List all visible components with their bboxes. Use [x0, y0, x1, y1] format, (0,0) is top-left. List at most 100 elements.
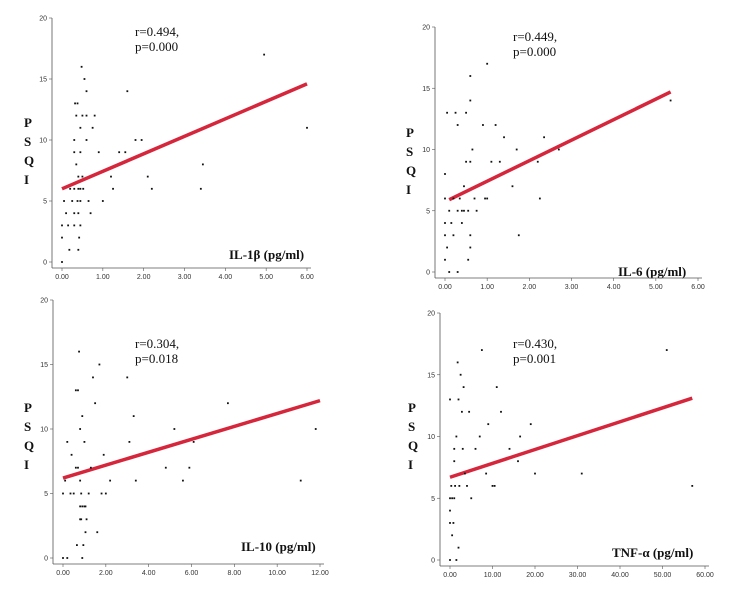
data-point — [66, 557, 69, 559]
x-tick-label: 0.00 — [443, 572, 457, 579]
data-point — [458, 197, 461, 200]
x-tick-label: 10.00 — [484, 572, 502, 579]
y-tick-label: 0 — [44, 556, 48, 563]
data-point — [448, 271, 451, 273]
data-point — [468, 410, 471, 413]
y-tick-label: 5 — [431, 496, 435, 503]
data-point — [81, 415, 84, 417]
data-point — [96, 531, 99, 534]
data-point — [475, 209, 478, 212]
x-tick-label: 2.00 — [137, 274, 151, 281]
data-point — [134, 479, 137, 482]
data-point — [64, 479, 67, 482]
data-point — [450, 485, 453, 487]
data-point — [80, 65, 83, 68]
data-point — [543, 136, 545, 139]
correlation-p: p=0.001 — [513, 351, 556, 366]
x-tick-label: 4.00 — [219, 274, 233, 281]
data-point — [299, 479, 302, 482]
data-point — [87, 492, 90, 495]
correlation-p: p=0.000 — [135, 39, 178, 54]
data-point — [457, 398, 460, 401]
data-point — [503, 136, 505, 139]
x-tick-label: 30.00 — [569, 572, 587, 579]
data-point — [81, 175, 84, 178]
y-tick-label: 15 — [40, 362, 48, 369]
data-point — [61, 236, 63, 239]
data-point — [85, 90, 88, 93]
x-tick-label: 6.00 — [300, 274, 314, 281]
data-point — [132, 415, 135, 417]
data-point — [85, 139, 88, 141]
data-point — [517, 234, 520, 237]
data-point — [79, 479, 82, 482]
x-tick-label: 50.00 — [654, 572, 672, 579]
data-point — [470, 497, 473, 500]
correlation-p: p=0.000 — [513, 44, 556, 59]
data-point — [78, 236, 81, 239]
data-point — [462, 386, 465, 388]
data-point — [79, 224, 82, 227]
data-point — [101, 200, 104, 202]
data-point — [451, 534, 454, 537]
data-point — [480, 349, 483, 351]
data-point — [79, 151, 82, 154]
data-point — [452, 522, 455, 524]
y-tick-label: 0 — [43, 260, 47, 267]
data-point — [126, 90, 129, 93]
data-point — [77, 466, 79, 469]
y-tick-label: 15 — [422, 86, 430, 93]
y-tick-label: 10 — [40, 427, 48, 434]
data-point — [110, 175, 112, 178]
data-point — [465, 160, 467, 163]
data-point — [70, 453, 73, 456]
data-point — [79, 200, 82, 202]
data-point — [146, 175, 149, 178]
data-point — [73, 151, 76, 154]
y-tick-label: 20 — [422, 25, 430, 32]
x-tick-label: 5.00 — [649, 284, 663, 291]
data-point — [459, 373, 462, 376]
x-axis-label: TNF-α (pg/ml) — [612, 545, 693, 560]
data-point — [465, 111, 467, 114]
data-point — [452, 234, 455, 237]
data-point — [150, 187, 153, 190]
data-point — [80, 492, 83, 495]
data-point — [84, 505, 87, 508]
data-point — [82, 187, 85, 190]
data-point — [452, 197, 455, 200]
data-point — [461, 410, 463, 413]
data-point — [83, 441, 86, 443]
data-point — [61, 261, 63, 263]
data-point — [669, 99, 672, 102]
data-point — [73, 212, 76, 215]
data-point — [73, 224, 76, 227]
data-point — [460, 209, 463, 212]
data-point — [450, 222, 453, 224]
data-point — [77, 212, 80, 215]
data-point — [455, 559, 458, 561]
data-point — [444, 234, 446, 237]
data-point — [457, 546, 460, 549]
y-tick-label: 20 — [427, 311, 435, 318]
regression-line — [448, 90, 672, 202]
data-point — [87, 200, 90, 202]
data-point — [456, 361, 459, 364]
data-point — [486, 62, 489, 65]
data-point — [76, 200, 79, 202]
regression-line — [62, 398, 321, 480]
data-point — [109, 479, 112, 482]
data-point — [75, 163, 78, 166]
data-point — [93, 114, 96, 117]
data-point — [495, 386, 498, 388]
data-point — [519, 435, 522, 438]
data-point — [538, 197, 541, 200]
data-point — [306, 126, 308, 129]
data-point — [68, 248, 71, 251]
x-axis-label: IL-10 (pg/ml) — [241, 539, 316, 554]
data-point — [83, 78, 86, 80]
